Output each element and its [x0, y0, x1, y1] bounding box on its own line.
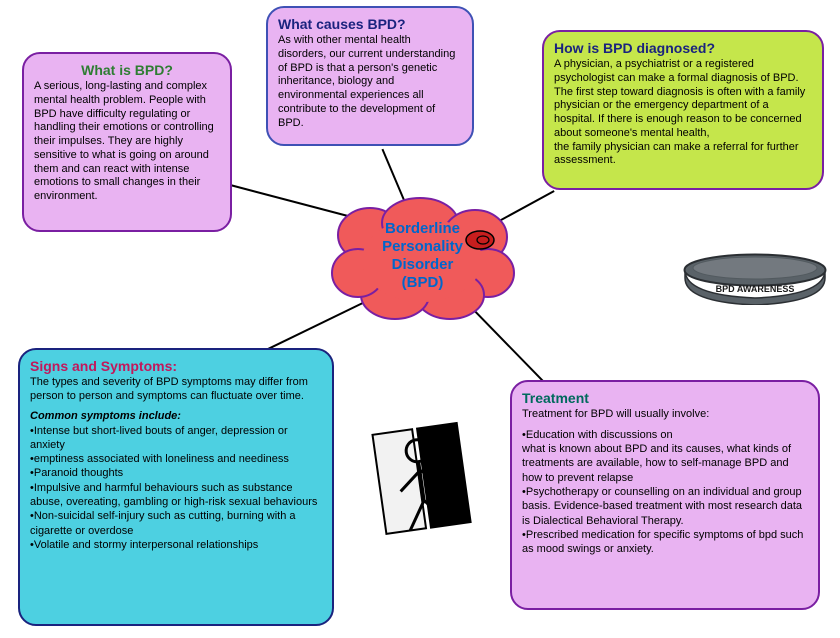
box-treatment: Treatment Treatment for BPD will usually…: [510, 380, 820, 610]
box-causes: What causes BPD? As with other mental he…: [266, 6, 474, 146]
box-title-what-is: What is BPD?: [34, 62, 220, 78]
person-split-icon: [370, 420, 480, 550]
box-body-causes: As with other mental health disorders, o…: [278, 34, 462, 130]
box-bullets-signs: •Intense but short-lived bouts of anger,…: [30, 424, 322, 553]
box-signs-symptoms: Signs and Symptoms: The types and severi…: [18, 348, 334, 626]
box-bullets-treatment: •Education with discussions onwhat is kn…: [522, 428, 808, 557]
center-cloud: BorderlinePersonalityDisorder(BPD): [330, 195, 515, 320]
connector-line: [381, 148, 404, 201]
box-body-signs: The types and severity of BPD symptoms m…: [30, 376, 322, 404]
box-diagnosed: How is BPD diagnosed? A physician, a psy…: [542, 30, 824, 190]
svg-text:BPD AWARENESS: BPD AWARENESS: [716, 284, 795, 294]
box-title-signs: Signs and Symptoms:: [30, 358, 322, 374]
bracelet-icon: BPD AWARENESS: [680, 250, 830, 305]
box-sub-signs: Common symptoms include:: [30, 410, 322, 422]
box-title-causes: What causes BPD?: [278, 16, 462, 32]
box-what-is-bpd: What is BPD? A serious, long-lasting and…: [22, 52, 232, 232]
box-title-diagnosed: How is BPD diagnosed?: [554, 40, 812, 56]
box-body-treatment: Treatment for BPD will usually involve:: [522, 408, 808, 422]
box-body-diagnosed: A physician, a psychiatrist or a registe…: [554, 58, 812, 168]
box-title-treatment: Treatment: [522, 390, 808, 406]
box-body-what-is: A serious, long-lasting and complex ment…: [34, 80, 220, 204]
center-label: BorderlinePersonalityDisorder(BPD): [330, 220, 515, 292]
